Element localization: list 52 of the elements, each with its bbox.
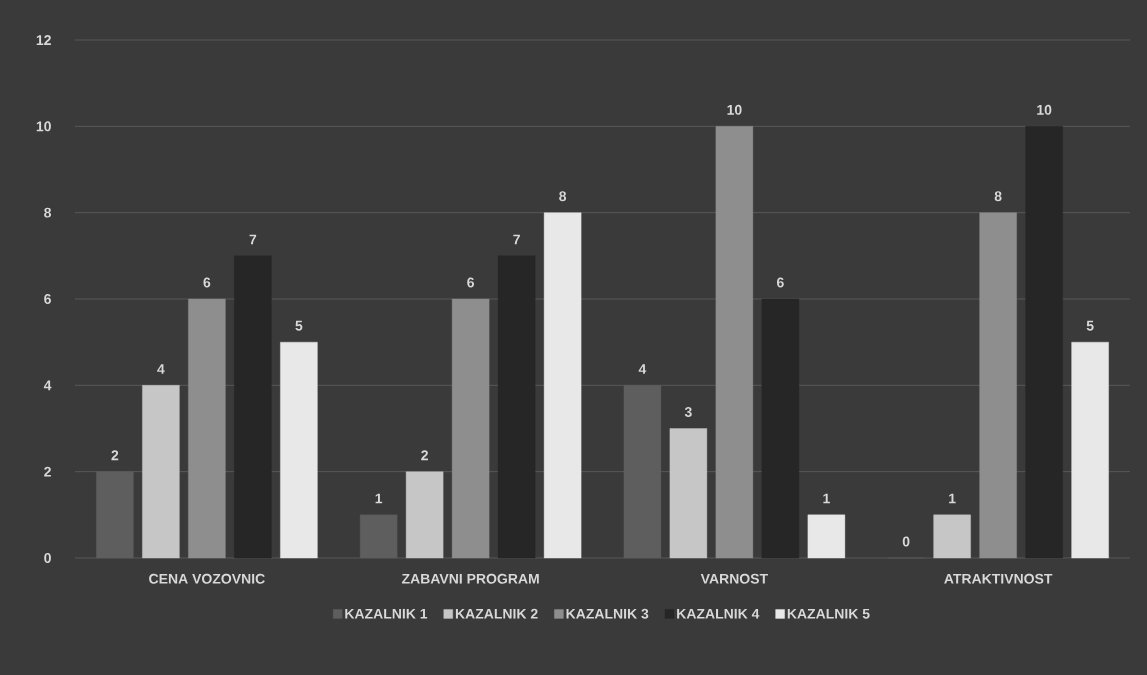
y-tick-label: 4 — [43, 380, 52, 391]
data-label: 0 — [902, 536, 910, 547]
data-label: 4 — [638, 364, 647, 374]
legend-label: KAZALNIK 5 — [787, 608, 870, 619]
y-tick-label: 8 — [44, 207, 52, 218]
y-tick-label: 6 — [44, 294, 51, 304]
bar — [188, 298, 226, 559]
data-label: 8 — [994, 191, 1002, 202]
data-label: 4 — [157, 364, 165, 374]
bar — [669, 428, 708, 559]
bar — [497, 255, 536, 559]
bar — [933, 514, 971, 559]
data-label: 2 — [111, 450, 119, 461]
data-label: 1 — [949, 493, 956, 504]
y-tick-label: 0 — [44, 553, 51, 563]
data-label: 6 — [467, 277, 475, 288]
y-tick-label: 2 — [44, 466, 51, 477]
data-label: 5 — [1086, 320, 1094, 331]
data-label: 10 — [1037, 104, 1052, 115]
x-tick-label: VARNOST — [700, 573, 768, 584]
data-label: 3 — [684, 407, 692, 417]
legend-label: KAZALNIK 2 — [455, 608, 538, 619]
legend-label: KAZALNIK 4 — [677, 608, 760, 619]
data-label: 1 — [823, 493, 830, 504]
bar — [715, 126, 754, 559]
data-label: 5 — [295, 320, 303, 331]
x-tick-label: ATRAKTIVNOST — [944, 573, 1053, 584]
data-label: 6 — [777, 277, 784, 288]
x-tick-label: ZABAVNI PROGRAM — [401, 573, 539, 584]
data-label: 6 — [203, 277, 211, 288]
y-tick-label: 10 — [36, 121, 51, 132]
legend-label: KAZALNIK 3 — [566, 608, 649, 619]
data-label: 7 — [249, 234, 257, 245]
bar — [1071, 341, 1109, 559]
data-label: 7 — [513, 234, 520, 245]
data-label: 8 — [559, 191, 567, 202]
bar — [405, 471, 444, 559]
bar — [142, 385, 180, 559]
bar — [280, 341, 318, 559]
legend-label: KAZALNIK 1 — [345, 608, 428, 619]
bar — [761, 298, 800, 559]
bar — [451, 298, 490, 559]
bar — [807, 514, 846, 559]
bar — [1025, 126, 1063, 559]
data-label: 10 — [727, 104, 742, 115]
bar — [543, 212, 582, 559]
data-label: 1 — [375, 493, 383, 504]
bar — [234, 255, 272, 559]
bar — [979, 212, 1017, 559]
x-tick-label: CENA VOZOVNIC — [149, 573, 265, 584]
y-tick-label: 12 — [36, 35, 51, 45]
data-label: 2 — [421, 450, 428, 461]
